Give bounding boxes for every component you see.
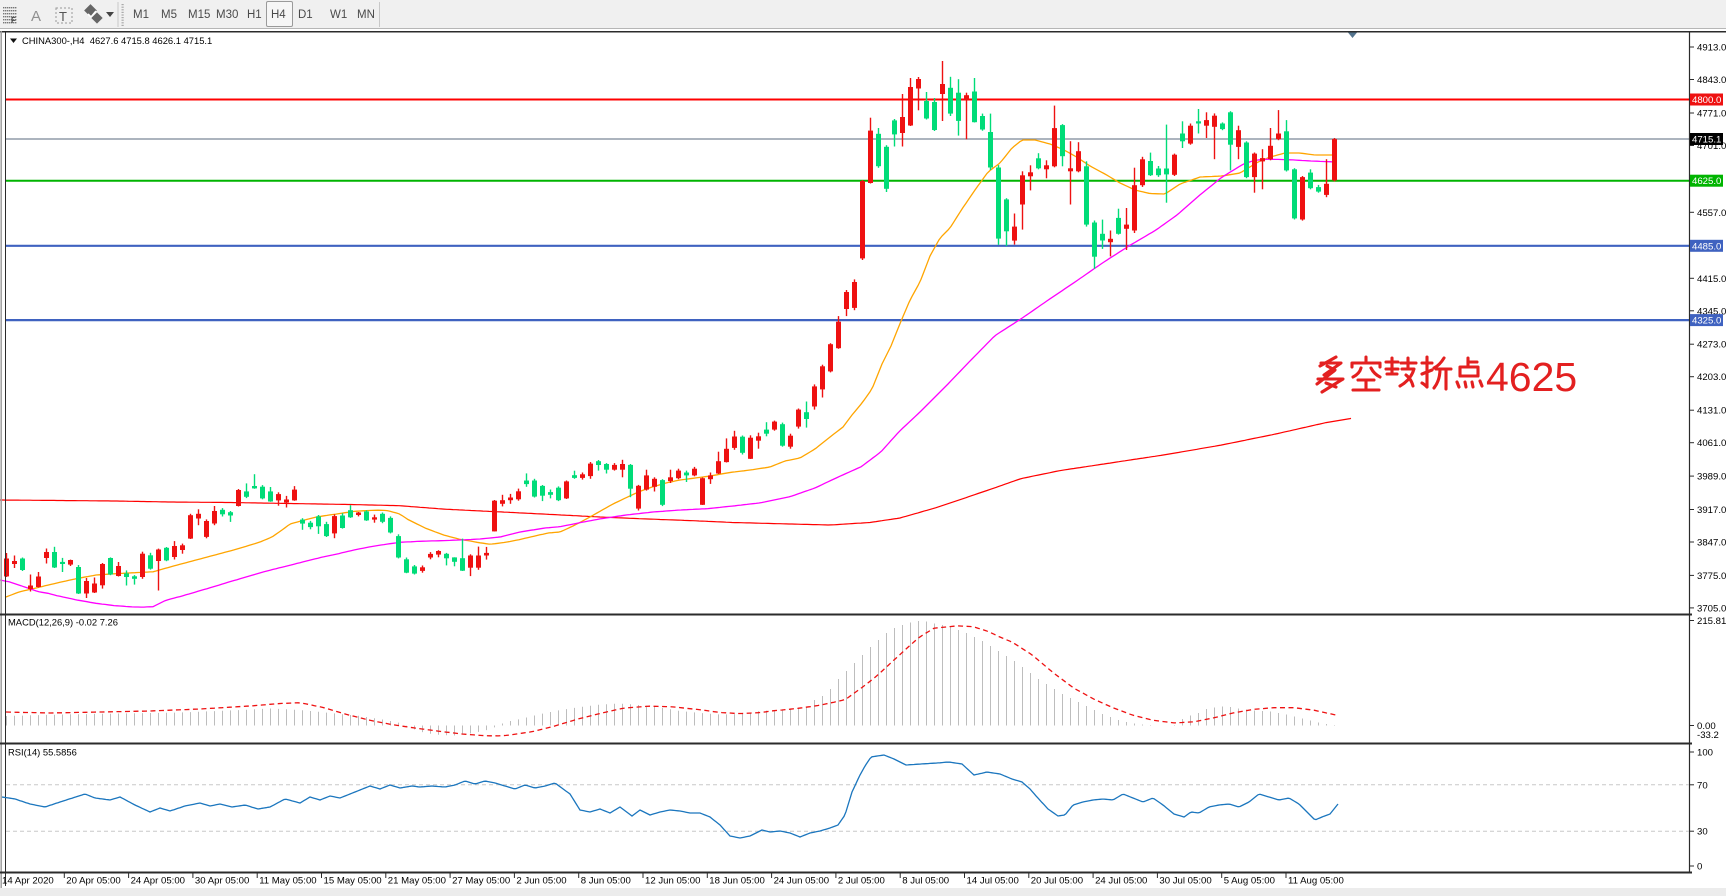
svg-text:15 May 05:00: 15 May 05:00 (324, 876, 382, 887)
svg-text:3705.0: 3705.0 (1697, 603, 1726, 614)
svg-text:MACD(12,26,9) -0.02 7.26: MACD(12,26,9) -0.02 7.26 (8, 617, 118, 628)
svg-text:4345.0: 4345.0 (1697, 306, 1726, 317)
svg-text:4131.0: 4131.0 (1697, 406, 1726, 417)
svg-text:4485.0: 4485.0 (1692, 241, 1721, 252)
svg-text:4557.0: 4557.0 (1697, 208, 1726, 219)
svg-text:30 Apr 05:00: 30 Apr 05:00 (195, 876, 249, 887)
svg-text:4415.0: 4415.0 (1697, 274, 1726, 285)
svg-text:12 Jun 05:00: 12 Jun 05:00 (645, 876, 700, 887)
svg-text:5 Aug 05:00: 5 Aug 05:00 (1224, 876, 1275, 887)
svg-text:21 May 05:00: 21 May 05:00 (388, 876, 446, 887)
svg-text:0: 0 (1697, 862, 1702, 873)
svg-text:30: 30 (1697, 827, 1708, 838)
svg-text:100: 100 (1697, 748, 1713, 759)
svg-text:3775.0: 3775.0 (1697, 571, 1726, 582)
svg-text:0.00: 0.00 (1697, 721, 1716, 732)
svg-text:A: A (31, 8, 41, 25)
svg-text:4715.1: 4715.1 (1692, 135, 1721, 146)
svg-text:F: F (11, 16, 16, 25)
svg-text:24 Apr 05:00: 24 Apr 05:00 (131, 876, 185, 887)
svg-text:8 Jun 05:00: 8 Jun 05:00 (581, 876, 631, 887)
svg-text:20 Jul 05:00: 20 Jul 05:00 (1031, 876, 1083, 887)
svg-text:4061.0: 4061.0 (1697, 438, 1726, 449)
svg-text:215.81: 215.81 (1697, 616, 1726, 627)
svg-text:11 May 05:00: 11 May 05:00 (259, 876, 316, 887)
svg-text:14 Jul 05:00: 14 Jul 05:00 (967, 876, 1019, 887)
svg-text:4913.0: 4913.0 (1697, 43, 1726, 54)
svg-text:4325.0: 4325.0 (1692, 316, 1721, 327)
svg-text:24 Jun 05:00: 24 Jun 05:00 (774, 876, 829, 887)
svg-text:30 Jul 05:00: 30 Jul 05:00 (1159, 876, 1211, 887)
svg-text:4843.0: 4843.0 (1697, 75, 1726, 86)
svg-text:70: 70 (1697, 780, 1708, 791)
svg-text:4800.0: 4800.0 (1692, 95, 1721, 106)
svg-text:24 Jul 05:00: 24 Jul 05:00 (1095, 876, 1147, 887)
svg-text:4701.0: 4701.0 (1697, 141, 1726, 152)
svg-text:4273.0: 4273.0 (1697, 340, 1726, 351)
svg-text:2 Jun 05:00: 2 Jun 05:00 (516, 876, 566, 887)
svg-text:3847.0: 3847.0 (1697, 538, 1726, 549)
svg-text:RSI(14) 55.5856: RSI(14) 55.5856 (8, 747, 77, 758)
svg-text:CHINA300-,H4 4627.6 4715.8 46: CHINA300-,H4 4627.6 4715.8 4626.1 4715.1 (22, 35, 212, 46)
svg-text:4625: 4625 (1486, 354, 1577, 400)
svg-text:11 Aug 05:00: 11 Aug 05:00 (1288, 876, 1344, 887)
svg-text:4625.0: 4625.0 (1692, 176, 1721, 187)
svg-text:2 Jul 05:00: 2 Jul 05:00 (838, 876, 885, 887)
svg-text:8 Jul 05:00: 8 Jul 05:00 (902, 876, 949, 887)
svg-text:4203.0: 4203.0 (1697, 372, 1726, 383)
svg-text:-33.2: -33.2 (1697, 730, 1719, 741)
svg-text:27 May 05:00: 27 May 05:00 (452, 876, 510, 887)
svg-text:T: T (59, 9, 67, 24)
svg-text:3917.0: 3917.0 (1697, 505, 1726, 516)
svg-text:3989.0: 3989.0 (1697, 472, 1726, 483)
svg-text:20 Apr 05:00: 20 Apr 05:00 (66, 876, 120, 887)
svg-text:4771.0: 4771.0 (1697, 109, 1726, 120)
svg-text:14 Apr 2020: 14 Apr 2020 (2, 876, 54, 887)
svg-text:18 Jun 05:00: 18 Jun 05:00 (709, 876, 764, 887)
